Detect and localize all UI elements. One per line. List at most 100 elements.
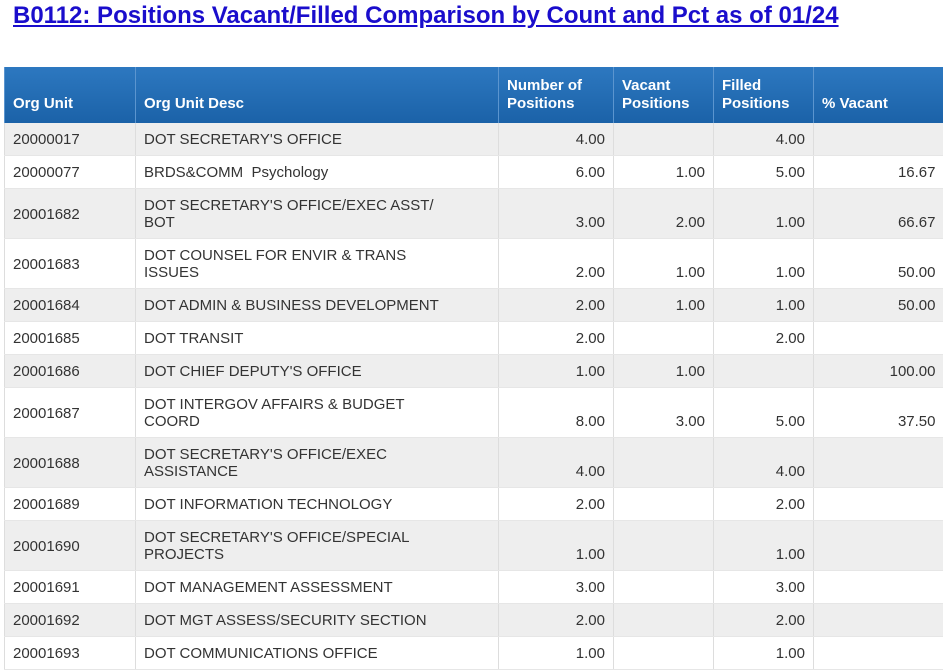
cell-text: DOT MANAGEMENT ASSESSMENT: [144, 579, 444, 596]
org-unit: 20001691: [5, 571, 136, 604]
cell-text: 1.00: [722, 214, 805, 231]
cell-text: 6.00: [507, 164, 605, 181]
cell-text: 1.00: [722, 264, 805, 281]
cell-text: 100.00: [822, 363, 936, 380]
number-cell: [614, 438, 714, 488]
cell-text: 2.00: [507, 496, 605, 513]
cell-text: 20001682: [13, 206, 127, 223]
cell-text: 3.00: [722, 579, 805, 596]
cell-text: 20001688: [13, 455, 127, 472]
org-unit-desc: DOT SECRETARY'S OFFICE: [136, 123, 499, 156]
number-cell: [714, 355, 814, 388]
cell-text: BRDS&COMM Psychology: [144, 164, 444, 181]
org-unit: 20001686: [5, 355, 136, 388]
cell-text: 2.00: [722, 612, 805, 629]
number-cell: 4.00: [714, 438, 814, 488]
number-cell: 4.00: [714, 123, 814, 156]
number-cell: 1.00: [614, 156, 714, 189]
cell-text: 3.00: [507, 214, 605, 231]
number-cell: 3.00: [499, 189, 614, 239]
number-cell: 2.00: [499, 289, 614, 322]
number-cell: 1.00: [714, 189, 814, 239]
cell-text: 1.00: [722, 645, 805, 662]
table-row: 20001682 DOT SECRETARY'S OFFICE/EXEC ASST…: [5, 189, 943, 239]
number-cell: 1.00: [714, 239, 814, 289]
cell-text: 5.00: [722, 413, 805, 430]
cell-text: DOT INFORMATION TECHNOLOGY: [144, 496, 444, 513]
number-cell: 3.00: [714, 571, 814, 604]
cell-text: 4.00: [722, 131, 805, 148]
org-unit: 20001685: [5, 322, 136, 355]
column-header[interactable]: Number of Positions: [499, 67, 614, 123]
number-cell: 50.00: [814, 239, 943, 289]
cell-text: DOT COUNSEL FOR ENVIR & TRANS ISSUES: [144, 247, 444, 281]
column-header[interactable]: Filled Positions: [714, 67, 814, 123]
cell-text: DOT INTERGOV AFFAIRS & BUDGET COORD: [144, 396, 444, 430]
number-cell: 3.00: [499, 571, 614, 604]
number-cell: 3.00: [614, 388, 714, 438]
org-unit-desc: DOT COUNSEL FOR ENVIR & TRANS ISSUES: [136, 239, 499, 289]
number-cell: [814, 521, 943, 571]
org-unit-desc: DOT SECRETARY'S OFFICE/EXEC ASST/ BOT: [136, 189, 499, 239]
number-cell: 8.00: [499, 388, 614, 438]
cell-text: DOT SECRETARY'S OFFICE/SPECIAL PROJECTS: [144, 529, 444, 563]
cell-text: DOT MGT ASSESS/SECURITY SECTION: [144, 612, 444, 629]
report-title[interactable]: B0112: Positions Vacant/Filled Compariso…: [13, 2, 839, 30]
number-cell: 1.00: [499, 355, 614, 388]
cell-text: 2.00: [622, 214, 705, 231]
org-unit-desc: DOT MGT ASSESS/SECURITY SECTION: [136, 604, 499, 637]
cell-text: 2.00: [507, 264, 605, 281]
org-unit-desc: BRDS&COMM Psychology: [136, 156, 499, 189]
number-cell: 50.00: [814, 289, 943, 322]
cell-text: 2.00: [507, 330, 605, 347]
number-cell: [814, 438, 943, 488]
cell-text: 3.00: [622, 413, 705, 430]
cell-text: 5.00: [722, 164, 805, 181]
cell-text: 50.00: [822, 297, 936, 314]
org-unit: 20000077: [5, 156, 136, 189]
cell-text: 20001686: [13, 363, 127, 380]
number-cell: 1.00: [614, 355, 714, 388]
cell-text: DOT TRANSIT: [144, 330, 444, 347]
cell-text: 1.00: [622, 363, 705, 380]
cell-text: DOT SECRETARY'S OFFICE: [144, 131, 444, 148]
number-cell: [814, 123, 943, 156]
number-cell: 2.00: [714, 322, 814, 355]
number-cell: [614, 322, 714, 355]
cell-text: 4.00: [722, 463, 805, 480]
org-unit-desc: DOT ADMIN & BUSINESS DEVELOPMENT: [136, 289, 499, 322]
org-unit: 20001690: [5, 521, 136, 571]
org-unit-desc: DOT MANAGEMENT ASSESSMENT: [136, 571, 499, 604]
number-cell: 66.67: [814, 189, 943, 239]
number-cell: [614, 604, 714, 637]
cell-text: 1.00: [622, 264, 705, 281]
cell-text: 20000017: [13, 131, 127, 148]
column-header[interactable]: % Vacant: [814, 67, 943, 123]
cell-text: 3.00: [507, 579, 605, 596]
number-cell: 2.00: [714, 488, 814, 521]
cell-text: 2.00: [507, 297, 605, 314]
org-unit-desc: DOT TRANSIT: [136, 322, 499, 355]
number-cell: 1.00: [614, 289, 714, 322]
column-header[interactable]: Org Unit Desc: [136, 67, 499, 123]
table-row: 20001685 DOT TRANSIT 2.00 2.00: [5, 322, 943, 355]
org-unit-desc: DOT CHIEF DEPUTY'S OFFICE: [136, 355, 499, 388]
cell-text: 1.00: [722, 546, 805, 563]
column-header[interactable]: Org Unit: [5, 67, 136, 123]
number-cell: [814, 571, 943, 604]
org-unit-desc: DOT INTERGOV AFFAIRS & BUDGET COORD: [136, 388, 499, 438]
number-cell: [614, 123, 714, 156]
cell-text: 20001693: [13, 645, 127, 662]
cell-text: 66.67: [822, 214, 936, 231]
number-cell: 1.00: [614, 239, 714, 289]
cell-text: 20001685: [13, 330, 127, 347]
column-header[interactable]: Vacant Positions: [614, 67, 714, 123]
org-unit: 20001687: [5, 388, 136, 438]
